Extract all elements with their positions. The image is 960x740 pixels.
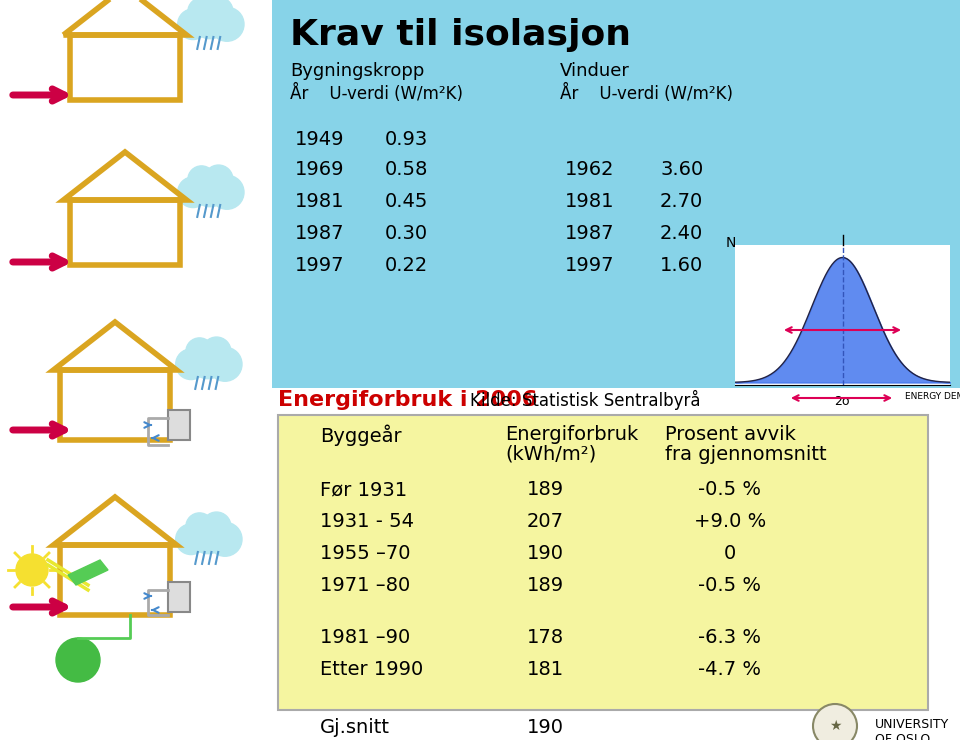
Circle shape bbox=[186, 338, 213, 365]
Circle shape bbox=[202, 337, 231, 366]
Text: 1981 –90: 1981 –90 bbox=[320, 628, 410, 647]
Text: Energiforbruk: Energiforbruk bbox=[505, 425, 638, 444]
Circle shape bbox=[176, 524, 206, 554]
Text: Byggeår: Byggeår bbox=[320, 425, 401, 446]
Text: 1949: 1949 bbox=[295, 130, 345, 149]
Text: 2.70: 2.70 bbox=[660, 192, 704, 211]
Text: År    U-verdi (W/m²K): År U-verdi (W/m²K) bbox=[560, 84, 733, 103]
Circle shape bbox=[186, 513, 213, 540]
Text: 181: 181 bbox=[526, 660, 564, 679]
Text: -0.5 %: -0.5 % bbox=[699, 576, 761, 595]
Text: fra gjennomsnitt: fra gjennomsnitt bbox=[665, 445, 827, 464]
Text: Prosent avvik: Prosent avvik bbox=[665, 425, 796, 444]
FancyBboxPatch shape bbox=[168, 410, 190, 440]
Text: 190: 190 bbox=[526, 718, 564, 737]
FancyBboxPatch shape bbox=[272, 0, 960, 388]
Text: 1969: 1969 bbox=[295, 160, 345, 179]
Text: 0.30: 0.30 bbox=[385, 224, 428, 243]
Text: 1997: 1997 bbox=[295, 256, 345, 275]
Text: Krav til isolasjon: Krav til isolasjon bbox=[290, 18, 631, 52]
Text: N: N bbox=[726, 236, 736, 250]
Circle shape bbox=[189, 517, 227, 554]
Circle shape bbox=[191, 169, 228, 206]
Text: ENERGY DEMAND: ENERGY DEMAND bbox=[905, 392, 960, 401]
Text: 1981: 1981 bbox=[295, 192, 345, 211]
FancyBboxPatch shape bbox=[278, 415, 928, 710]
Text: 207: 207 bbox=[526, 512, 564, 531]
Circle shape bbox=[813, 704, 857, 740]
Text: ★: ★ bbox=[828, 719, 841, 733]
FancyBboxPatch shape bbox=[168, 582, 190, 612]
Text: -6.3 %: -6.3 % bbox=[699, 628, 761, 647]
Circle shape bbox=[176, 349, 206, 380]
Circle shape bbox=[208, 347, 242, 381]
Circle shape bbox=[56, 638, 100, 682]
Circle shape bbox=[202, 512, 231, 541]
Polygon shape bbox=[68, 560, 108, 585]
Circle shape bbox=[191, 1, 228, 38]
Text: 2.40: 2.40 bbox=[660, 224, 704, 243]
Circle shape bbox=[178, 9, 208, 39]
Text: 0.45: 0.45 bbox=[385, 192, 428, 211]
Circle shape bbox=[208, 522, 242, 556]
Text: -0.5 %: -0.5 % bbox=[699, 480, 761, 499]
Text: 1987: 1987 bbox=[565, 224, 614, 243]
Circle shape bbox=[204, 0, 233, 26]
Text: 1.60: 1.60 bbox=[660, 256, 704, 275]
Circle shape bbox=[188, 166, 215, 193]
Text: 0.93: 0.93 bbox=[385, 130, 428, 149]
Text: 1962: 1962 bbox=[565, 160, 614, 179]
Text: 0.22: 0.22 bbox=[385, 256, 428, 275]
Text: 3.60: 3.60 bbox=[660, 160, 704, 179]
Text: (kWh/m²): (kWh/m²) bbox=[505, 445, 596, 464]
Text: 1971 –80: 1971 –80 bbox=[320, 576, 410, 595]
Circle shape bbox=[16, 554, 48, 586]
Text: Vinduer: Vinduer bbox=[560, 62, 630, 80]
Text: Bygningskropp: Bygningskropp bbox=[290, 62, 424, 80]
Text: Før 1931: Før 1931 bbox=[320, 480, 407, 499]
Text: 178: 178 bbox=[526, 628, 564, 647]
Text: UNIVERSITY
OF OSLO: UNIVERSITY OF OSLO bbox=[875, 718, 949, 740]
Circle shape bbox=[178, 177, 208, 207]
Text: 189: 189 bbox=[526, 480, 564, 499]
Text: 0: 0 bbox=[724, 544, 736, 563]
Text: 190: 190 bbox=[526, 544, 564, 563]
Text: 1931 - 54: 1931 - 54 bbox=[320, 512, 414, 531]
Text: 0.58: 0.58 bbox=[385, 160, 428, 179]
Circle shape bbox=[189, 341, 227, 379]
Text: Etter 1990: Etter 1990 bbox=[320, 660, 423, 679]
Text: 1997: 1997 bbox=[565, 256, 614, 275]
Text: Kilde: Statistisk Sentralbyrå: Kilde: Statistisk Sentralbyrå bbox=[470, 390, 701, 410]
Text: Gj.snitt: Gj.snitt bbox=[320, 718, 390, 737]
Circle shape bbox=[210, 7, 244, 41]
Circle shape bbox=[210, 175, 244, 209]
Text: 1987: 1987 bbox=[295, 224, 345, 243]
Text: -4.7 %: -4.7 % bbox=[699, 660, 761, 679]
Circle shape bbox=[204, 165, 233, 194]
Text: År    U-verdi (W/m²K): År U-verdi (W/m²K) bbox=[290, 84, 463, 103]
Text: 189: 189 bbox=[526, 576, 564, 595]
Text: 2σ: 2σ bbox=[834, 395, 850, 408]
Circle shape bbox=[188, 0, 215, 25]
Text: +9.0 %: +9.0 % bbox=[694, 512, 766, 531]
Text: Energiforbruk i 2006: Energiforbruk i 2006 bbox=[278, 390, 538, 410]
Text: 1955 –70: 1955 –70 bbox=[320, 544, 411, 563]
Text: 1981: 1981 bbox=[565, 192, 614, 211]
